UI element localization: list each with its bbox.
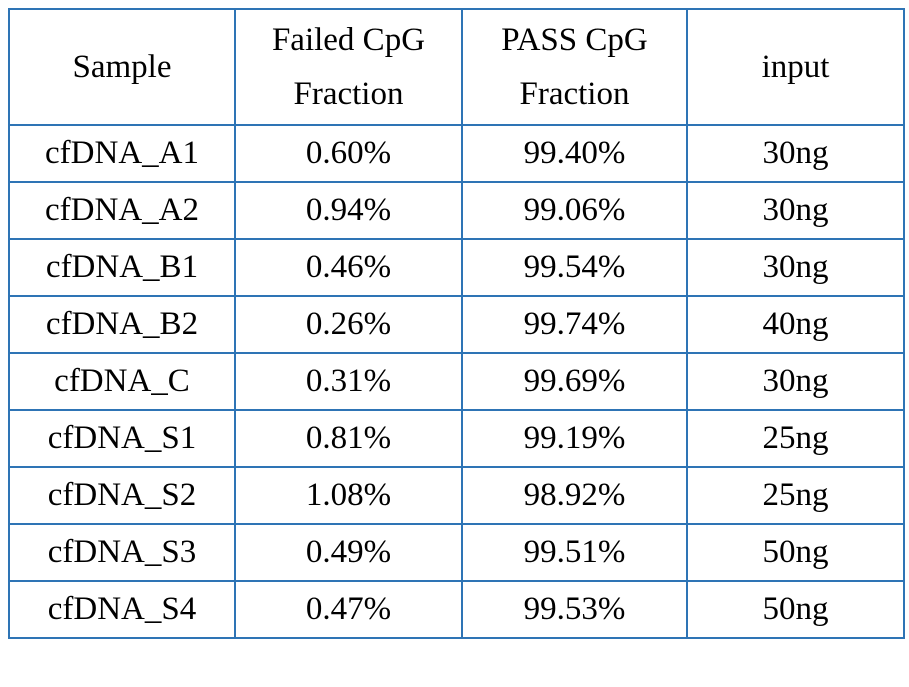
header-row: Sample Failed CpG Fraction PASS CpG Frac… xyxy=(8,8,905,126)
cell-pass-fraction: 99.40% xyxy=(461,124,688,183)
cell-sample: cfDNA_C xyxy=(8,352,236,411)
cell-pass-fraction: 99.19% xyxy=(461,409,688,468)
table-row: cfDNA_S2 1.08% 98.92% 25ng xyxy=(8,466,905,525)
cell-sample: cfDNA_B2 xyxy=(8,295,236,354)
table-row: cfDNA_B1 0.46% 99.54% 30ng xyxy=(8,238,905,297)
cell-sample: cfDNA_S3 xyxy=(8,523,236,582)
cell-failed-fraction: 0.94% xyxy=(234,181,463,240)
cpg-fraction-table: Sample Failed CpG Fraction PASS CpG Frac… xyxy=(8,8,905,639)
cell-pass-fraction: 99.53% xyxy=(461,580,688,639)
cell-sample: cfDNA_A2 xyxy=(8,181,236,240)
cell-input: 50ng xyxy=(686,523,905,582)
cell-failed-fraction: 0.47% xyxy=(234,580,463,639)
cell-input: 40ng xyxy=(686,295,905,354)
cell-failed-fraction: 0.46% xyxy=(234,238,463,297)
header-failed-cpg-fraction: Failed CpG Fraction xyxy=(234,8,463,126)
cell-sample: cfDNA_B1 xyxy=(8,238,236,297)
table-row: cfDNA_S3 0.49% 99.51% 50ng xyxy=(8,523,905,582)
table-row: cfDNA_A2 0.94% 99.06% 30ng xyxy=(8,181,905,240)
cell-sample: cfDNA_S1 xyxy=(8,409,236,468)
cell-input: 50ng xyxy=(686,580,905,639)
table-row: cfDNA_A1 0.60% 99.40% 30ng xyxy=(8,124,905,183)
cell-failed-fraction: 0.81% xyxy=(234,409,463,468)
cell-failed-fraction: 0.49% xyxy=(234,523,463,582)
cell-failed-fraction: 0.60% xyxy=(234,124,463,183)
cell-input: 30ng xyxy=(686,124,905,183)
cell-input: 25ng xyxy=(686,466,905,525)
cell-pass-fraction: 99.51% xyxy=(461,523,688,582)
header-sample: Sample xyxy=(8,8,236,126)
cell-pass-fraction: 99.74% xyxy=(461,295,688,354)
table-row: cfDNA_B2 0.26% 99.74% 40ng xyxy=(8,295,905,354)
table-row: cfDNA_S4 0.47% 99.53% 50ng xyxy=(8,580,905,639)
cell-sample: cfDNA_A1 xyxy=(8,124,236,183)
cell-failed-fraction: 1.08% xyxy=(234,466,463,525)
cell-failed-fraction: 0.26% xyxy=(234,295,463,354)
table-container: Sample Failed CpG Fraction PASS CpG Frac… xyxy=(8,8,905,639)
cell-failed-fraction: 0.31% xyxy=(234,352,463,411)
cell-input: 30ng xyxy=(686,181,905,240)
header-input: input xyxy=(686,8,905,126)
cell-pass-fraction: 99.06% xyxy=(461,181,688,240)
cell-input: 25ng xyxy=(686,409,905,468)
cell-pass-fraction: 99.54% xyxy=(461,238,688,297)
header-pass-cpg-fraction: PASS CpG Fraction xyxy=(461,8,688,126)
cell-input: 30ng xyxy=(686,352,905,411)
table-row: cfDNA_C 0.31% 99.69% 30ng xyxy=(8,352,905,411)
cell-pass-fraction: 98.92% xyxy=(461,466,688,525)
cell-input: 30ng xyxy=(686,238,905,297)
cell-pass-fraction: 99.69% xyxy=(461,352,688,411)
cell-sample: cfDNA_S2 xyxy=(8,466,236,525)
cell-sample: cfDNA_S4 xyxy=(8,580,236,639)
table-row: cfDNA_S1 0.81% 99.19% 25ng xyxy=(8,409,905,468)
